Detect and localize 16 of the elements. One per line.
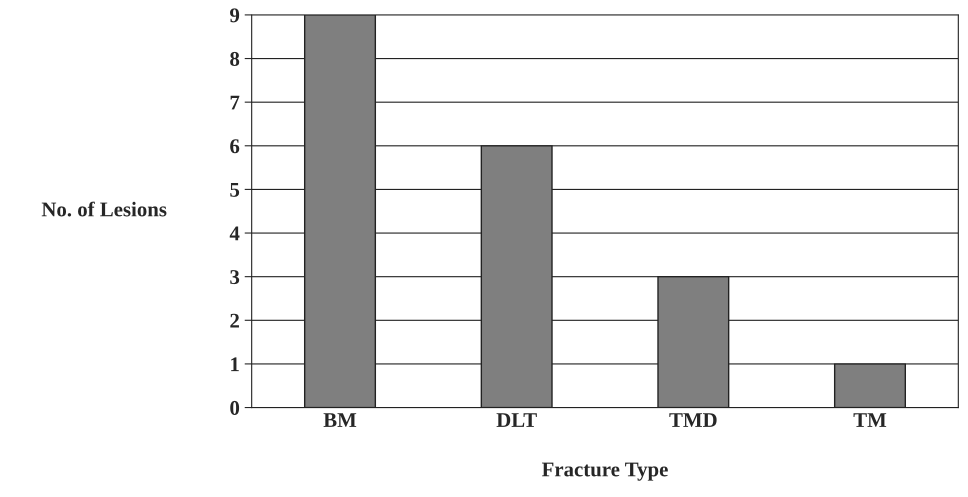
x-tick-label: DLT (496, 413, 537, 427)
y-tick-label: 9 (230, 8, 240, 22)
y-tick-label: 0 (230, 400, 240, 415)
y-tick-label: 8 (230, 52, 240, 66)
y-tick-label: 1 (231, 357, 239, 372)
x-axis-title: Fracture Type (542, 462, 668, 481)
x-tick-label: BM (324, 413, 356, 427)
y-tick-label: 7 (230, 96, 240, 110)
y-tick-label: 4 (230, 226, 240, 240)
x-tick-label: TMD (669, 413, 717, 427)
x-tick-label: TM (854, 413, 886, 427)
y-tick-label: 5 (230, 183, 240, 197)
y-tick-label: 2 (230, 314, 239, 328)
y-tick-label: 3 (230, 270, 240, 284)
y-tick-label: 6 (230, 139, 240, 154)
y-axis-title: No. of Lesions (42, 202, 166, 217)
